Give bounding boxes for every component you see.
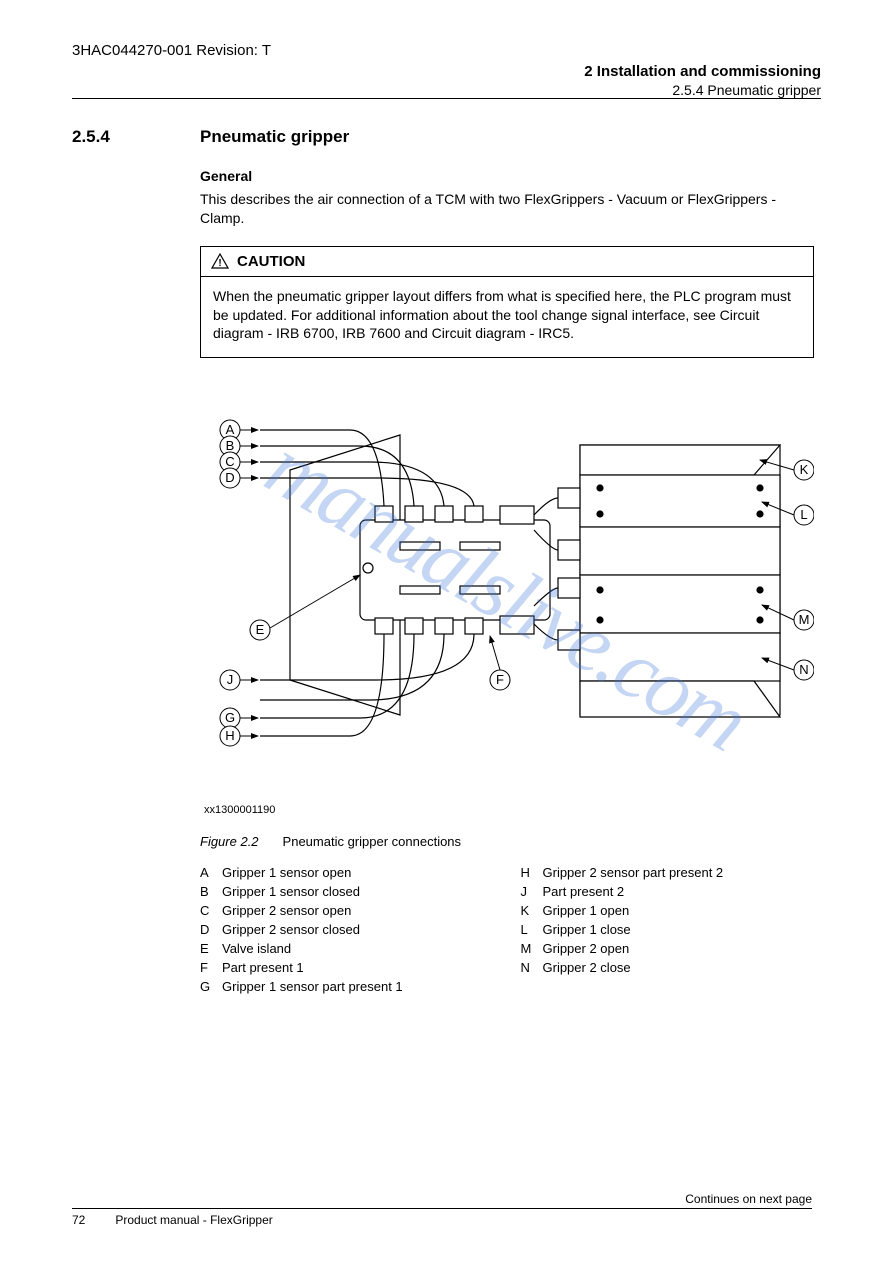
warning-icon: ! [211,253,229,269]
doc-ref: 3HAC044270-001 Revision: T [72,42,271,59]
callout-h: H [225,728,234,743]
product-name: Product manual - FlexGripper [115,1213,272,1227]
caution-heading: CAUTION [237,253,305,270]
callout-f: F [496,672,504,687]
caution-box: ! CAUTION When the pneumatic gripper lay… [200,246,814,359]
page-rule [72,98,821,99]
legend-item: LGripper 1 close [521,922,822,937]
callout-k: K [800,462,809,477]
legend-item: KGripper 1 open [521,903,822,918]
legend-item: HGripper 2 sensor part present 2 [521,865,822,880]
intro-text: This describes the air connection of a T… [200,190,821,228]
page-footer: Continues on next page 72 Product manual… [72,1192,821,1227]
figure-caption-text: Pneumatic gripper connections [283,834,462,849]
callout-c: C [225,454,234,469]
caution-body: When the pneumatic gripper layout differ… [201,277,813,358]
legend-item: CGripper 2 sensor open [200,903,501,918]
section-number: 2.5.4 [72,127,110,147]
diagram-svg: A B C D E F J G H K L M N [200,380,814,800]
image-ref: xx1300001190 [204,804,814,816]
callout-d: D [225,470,234,485]
legend-item: MGripper 2 open [521,941,822,956]
intro-block: General This describes the air connectio… [200,167,821,228]
legend-item: NGripper 2 close [521,960,822,975]
callout-b: B [226,438,235,453]
subsection-path: 2.5.4 Pneumatic gripper [72,82,821,98]
intro-label: General [200,167,821,186]
caution-header: ! CAUTION [201,247,813,277]
legend-item: EValve island [200,941,501,956]
figure: manualslive.com [200,380,814,816]
svg-text:!: ! [218,258,221,269]
callout-a: A [226,422,235,437]
legend-item: BGripper 1 sensor closed [200,884,501,899]
page-number: 72 [72,1213,85,1227]
figure-caption: Figure 2.2 Pneumatic gripper connections [200,834,821,849]
legend-item: AGripper 1 sensor open [200,865,501,880]
callout-m: M [799,612,810,627]
callout-l: L [800,507,807,522]
callout-j: J [227,672,234,687]
legend-item: FPart present 1 [200,960,501,975]
callout-g: G [225,710,235,725]
section-title: Pneumatic gripper [200,127,821,147]
legend-item: GGripper 1 sensor part present 1 [200,979,501,994]
callout-n: N [799,662,808,677]
legend-item: DGripper 2 sensor closed [200,922,501,937]
continues-text: Continues on next page [72,1192,812,1209]
legend-item: JPart present 2 [521,884,822,899]
legend: AGripper 1 sensor open HGripper 2 sensor… [200,865,821,994]
figure-caption-label: Figure 2.2 [200,834,259,849]
callout-e: E [256,622,265,637]
page-header: 3HAC044270-001 Revision: T [72,42,821,59]
section-path: 2 Installation and commissioning [72,63,821,80]
